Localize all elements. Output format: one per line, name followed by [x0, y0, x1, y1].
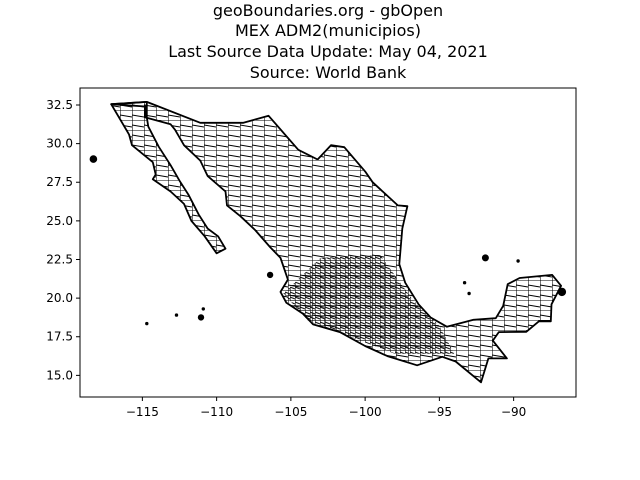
island-8 — [557, 287, 567, 297]
y-axis: 15.0 17.5 20.0 22.5 25.0 27.5 30.0 32.5 — [46, 98, 80, 382]
island-3 — [145, 321, 149, 326]
island-6 — [481, 254, 489, 262]
map-title: geoBoundaries.org - gbOpen MEX ADM2(muni… — [168, 1, 488, 82]
y-tick-label: 27.5 — [46, 175, 73, 189]
title-line-2: MEX ADM2(municipios) — [235, 21, 421, 40]
title-line-3: Last Source Data Update: May 04, 2021 — [168, 42, 488, 61]
x-tick-label: −105 — [274, 405, 307, 419]
title-line-1: geoBoundaries.org - gbOpen — [213, 1, 443, 20]
baja-california-outline — [110, 101, 227, 255]
baja-california-interior — [111, 101, 226, 254]
x-tick-label: −110 — [200, 405, 233, 419]
title-line-4: Source: World Bank — [250, 63, 407, 82]
central-municipality-cluster — [283, 254, 455, 354]
mainland-outline — [110, 101, 562, 384]
mainland-interior — [111, 101, 562, 383]
y-tick-label: 15.0 — [46, 368, 73, 382]
island-9 — [467, 291, 471, 296]
island-7 — [516, 259, 520, 263]
x-tick-label: −100 — [349, 405, 382, 419]
y-tick-label: 20.0 — [46, 291, 73, 305]
island-2 — [201, 307, 206, 311]
island-0 — [89, 155, 98, 163]
axes-frame — [79, 87, 577, 398]
y-tick-label: 25.0 — [46, 214, 73, 228]
y-tick-label: 30.0 — [46, 137, 73, 151]
island-10 — [462, 281, 467, 285]
x-tick-label: −90 — [501, 405, 526, 419]
island-5 — [266, 271, 274, 279]
island-4 — [174, 313, 179, 317]
municipal-boundaries — [89, 101, 567, 384]
y-tick-label: 17.5 — [46, 330, 73, 344]
y-tick-label: 22.5 — [46, 252, 73, 266]
x-tick-label: −115 — [126, 405, 159, 419]
x-axis: −115 −110 −105 −100 −95 −90 — [126, 397, 526, 419]
x-tick-label: −95 — [427, 405, 452, 419]
island-1 — [197, 314, 205, 321]
y-tick-label: 32.5 — [46, 98, 73, 112]
